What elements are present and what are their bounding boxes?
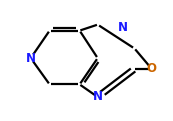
Text: N: N [93,91,103,103]
Text: N: N [26,52,36,65]
Text: N: N [117,20,128,34]
Text: O: O [147,62,157,75]
